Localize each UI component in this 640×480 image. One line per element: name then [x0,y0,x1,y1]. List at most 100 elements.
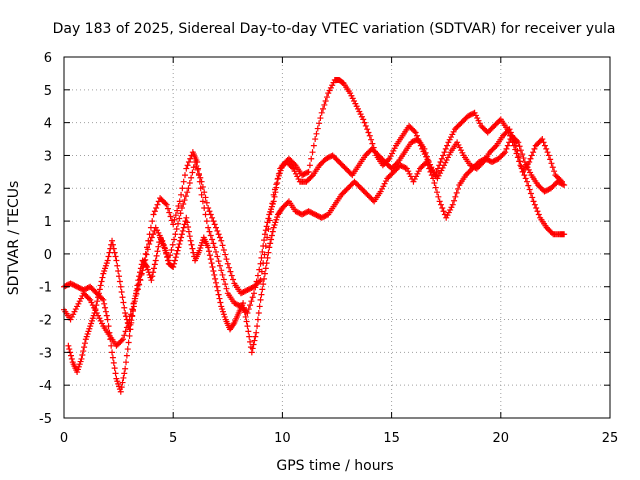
data-point-interp [506,139,513,146]
data-point [211,221,218,228]
data-point-interp [151,208,158,215]
data-point-interp [129,312,136,319]
data-point [386,155,393,162]
data-point-interp [540,139,547,146]
data-point-interp [102,304,109,311]
data-point-interp [443,157,450,164]
data-point [382,159,389,166]
data-point-interp [333,156,340,163]
data-point [318,214,325,221]
data-point-interp [269,228,276,235]
data-point-interp [401,164,408,171]
data-point-interp [322,97,329,104]
data-point-interp [206,248,213,255]
data-point-interp [96,286,103,293]
data-point-interp [150,231,157,238]
data-point-interp [365,193,372,200]
data-point-interp [248,285,255,292]
data-point-interp [544,225,551,232]
data-point-interp [80,348,87,355]
data-point-interp [158,196,165,203]
data-point-interp [391,145,398,152]
data-point [205,204,212,211]
data-point-interp [246,333,253,340]
data-point-interp [119,379,126,386]
data-point [416,165,423,172]
data-point [390,168,397,175]
data-point [530,198,537,205]
data-point-interp [389,164,396,171]
data-point-interp [392,161,399,168]
data-point [237,290,244,297]
data-point-interp [226,264,233,271]
data-point-interp [547,156,554,163]
data-point-interp [124,346,131,353]
data-point-interp [354,181,361,188]
data-point [344,185,351,192]
data-point-interp [466,168,473,175]
data-point-interp [215,231,222,238]
data-point-interp [150,265,157,272]
data-point-interp [321,101,328,108]
data-point-interp [106,249,113,256]
data-point-interp [324,155,331,162]
data-point-interp [109,354,116,361]
data-point-interp [199,239,206,246]
data-point-interp [459,149,466,156]
data-point-interp [453,189,460,196]
data-point-interp [81,291,88,298]
data-point-interp [74,366,81,373]
data-point-interp [500,150,507,157]
data-point-interp [368,136,375,143]
data-point-interp [283,201,290,208]
data-point-interp [295,176,302,183]
data-point-interp [444,142,451,149]
data-point [421,145,428,152]
data-point [104,257,111,264]
data-point-interp [163,250,170,257]
data-point-interp [448,134,455,141]
data-point-interp [489,146,496,153]
data-point-interp [83,292,90,299]
data-point-interp [265,249,272,256]
data-point-interp [389,170,396,177]
data-point-interp [428,172,435,179]
data-point-interp [551,181,558,188]
data-point-interp [334,157,341,164]
data-point-interp [180,201,187,208]
data-point-interp [117,338,124,345]
data-point-interp [544,149,551,156]
data-point-interp [85,295,92,302]
data-point [170,264,177,271]
data-point-interp [407,124,414,131]
data-point-interp [287,162,294,169]
x-tick-label: 5 [169,431,177,446]
data-point-interp [482,126,489,133]
data-point [290,165,297,172]
data-point-interp [201,189,208,196]
data-point-interp [127,321,134,328]
data-point [218,267,225,274]
data-point-interp [97,282,104,289]
data-point [499,132,506,139]
data-point-interp [179,227,186,234]
data-point-interp [171,236,178,243]
data-point-interp [209,214,216,221]
data-point-interp [223,285,230,292]
data-point-interp [486,128,493,135]
data-point-interp [358,113,365,120]
data-point-interp [178,191,185,198]
data-point [91,309,98,316]
data-point-interp [437,170,444,177]
data-point-interp [94,298,101,305]
data-point-interp [185,228,192,235]
data-point [113,257,120,264]
data-point-interp [268,208,275,215]
data-point-interp [166,209,173,216]
data-point-interp [325,154,332,161]
data-point [397,162,404,169]
data-point-interp [558,180,565,187]
data-point [478,122,485,129]
data-point-interp [228,272,235,279]
data-point-interp [348,181,355,188]
